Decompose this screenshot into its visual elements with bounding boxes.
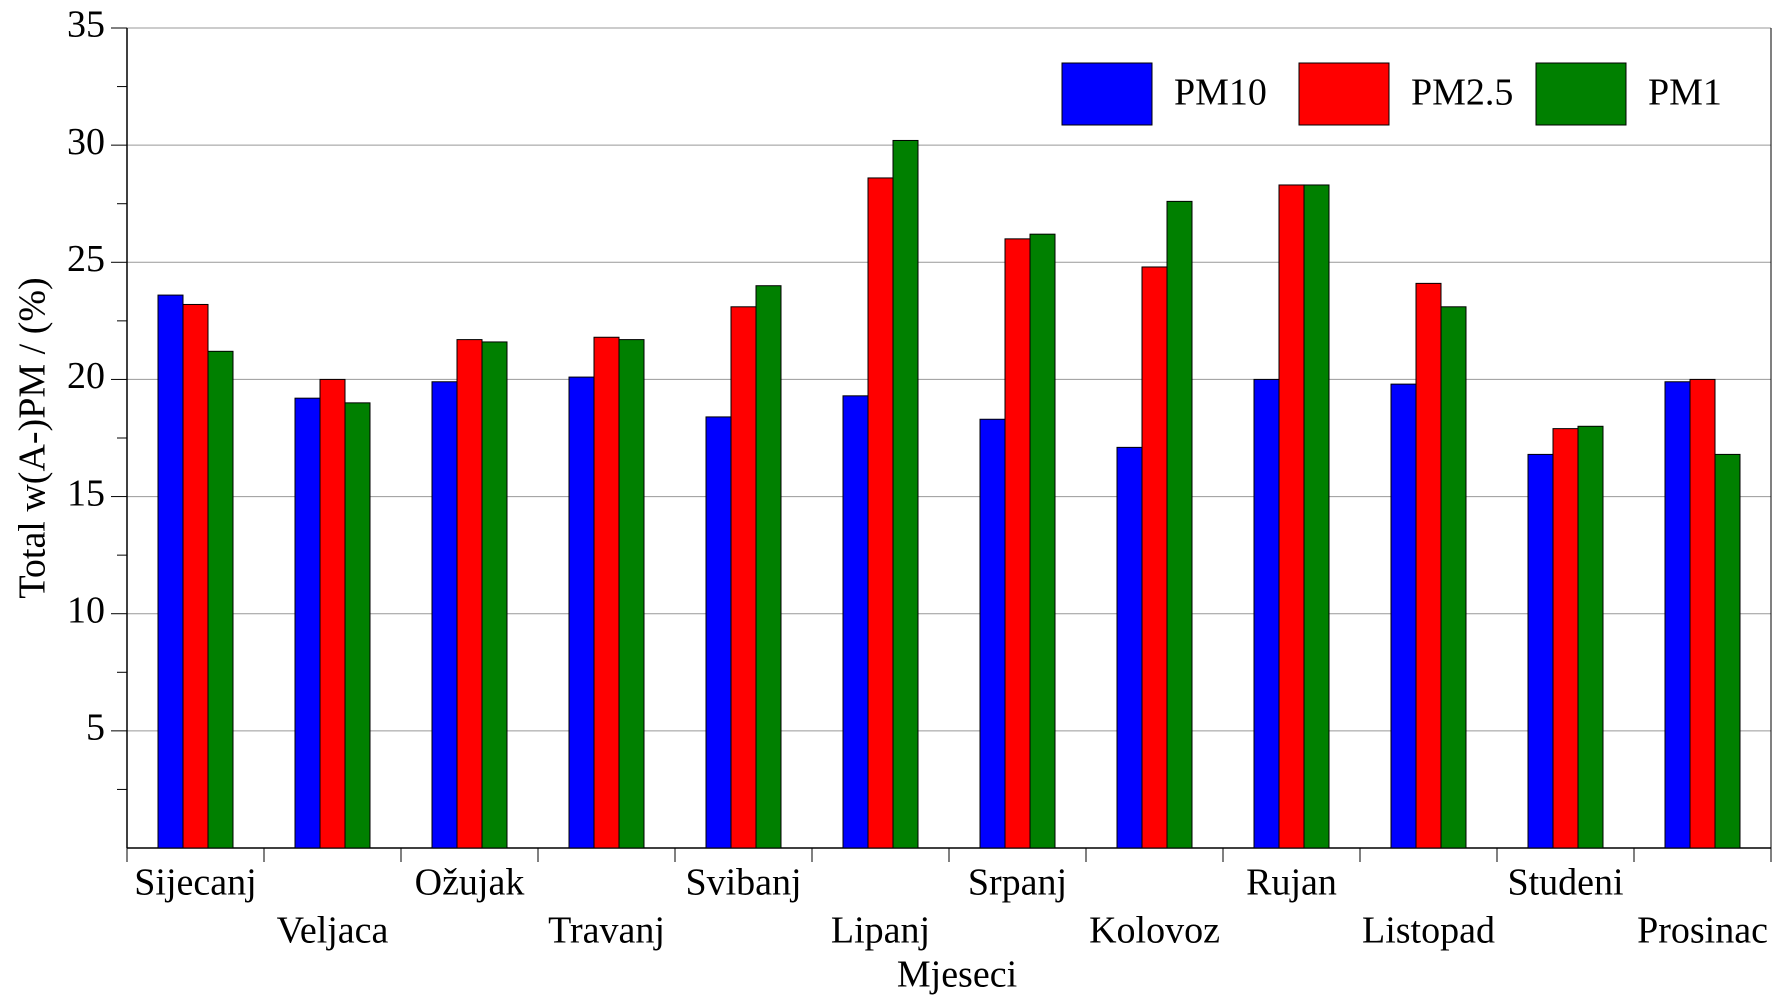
bar — [1141, 266, 1168, 849]
bar — [182, 303, 209, 849]
bar — [456, 339, 483, 849]
bar — [1253, 378, 1280, 849]
y-axis-label: Total w(A-)PM / (%) — [12, 277, 54, 598]
x-tick-label: Ožujak — [415, 862, 525, 904]
bar — [481, 341, 508, 849]
bar — [842, 395, 869, 849]
x-axis-label: Mjeseci — [897, 954, 1017, 996]
x-tick-label: Prosinac — [1637, 910, 1768, 952]
bar — [1303, 184, 1330, 849]
legend-swatch — [1535, 62, 1627, 126]
bar — [1278, 184, 1305, 849]
x-tick-label: Veljaca — [277, 910, 389, 952]
bar — [294, 397, 321, 849]
bar — [1714, 453, 1741, 849]
bar — [755, 285, 782, 849]
legend-label: PM2.5 — [1411, 72, 1513, 114]
x-tick-label: Svibanj — [685, 862, 801, 904]
bar — [1166, 200, 1193, 849]
bar — [431, 381, 458, 849]
bar — [1664, 381, 1691, 849]
y-tick-label: 20 — [67, 355, 105, 397]
bar — [1440, 306, 1467, 849]
y-tick-label: 10 — [67, 589, 105, 631]
bar — [618, 339, 645, 849]
x-tick-label: Sijecanj — [134, 862, 256, 904]
bar — [1415, 282, 1442, 849]
y-tick-label: 5 — [86, 707, 105, 749]
bar — [1390, 383, 1417, 849]
bar — [157, 294, 184, 849]
bar — [1116, 446, 1143, 849]
bar — [705, 416, 732, 849]
x-tick-label: Kolovoz — [1089, 910, 1220, 952]
bar — [1689, 378, 1716, 849]
bar — [344, 402, 371, 849]
bar — [1004, 238, 1031, 849]
x-tick-label: Srpanj — [968, 862, 1067, 904]
x-tick-label: Lipanj — [831, 910, 930, 952]
bar — [568, 376, 595, 849]
y-tick-label: 15 — [67, 472, 105, 514]
bar — [867, 177, 894, 849]
bar — [892, 139, 919, 849]
x-tick-label: Listopad — [1362, 910, 1495, 952]
x-tick-label: Rujan — [1246, 862, 1337, 904]
y-tick-label: 30 — [67, 121, 105, 163]
bar — [730, 306, 757, 849]
bar — [207, 350, 234, 849]
bar — [593, 336, 620, 849]
legend-label: PM1 — [1648, 72, 1722, 114]
bar — [1552, 428, 1579, 849]
legend-swatch — [1298, 62, 1390, 126]
y-tick-label: 35 — [67, 4, 105, 46]
legend-label: PM10 — [1174, 72, 1267, 114]
x-tick-label: Studeni — [1507, 862, 1623, 904]
bar — [979, 418, 1006, 849]
bar — [1527, 453, 1554, 849]
x-tick-label: Travanj — [548, 910, 665, 952]
bar — [319, 378, 346, 849]
y-tick-label: 25 — [67, 238, 105, 280]
bar — [1577, 425, 1604, 849]
bar — [1029, 233, 1056, 849]
legend-swatch — [1061, 62, 1153, 126]
